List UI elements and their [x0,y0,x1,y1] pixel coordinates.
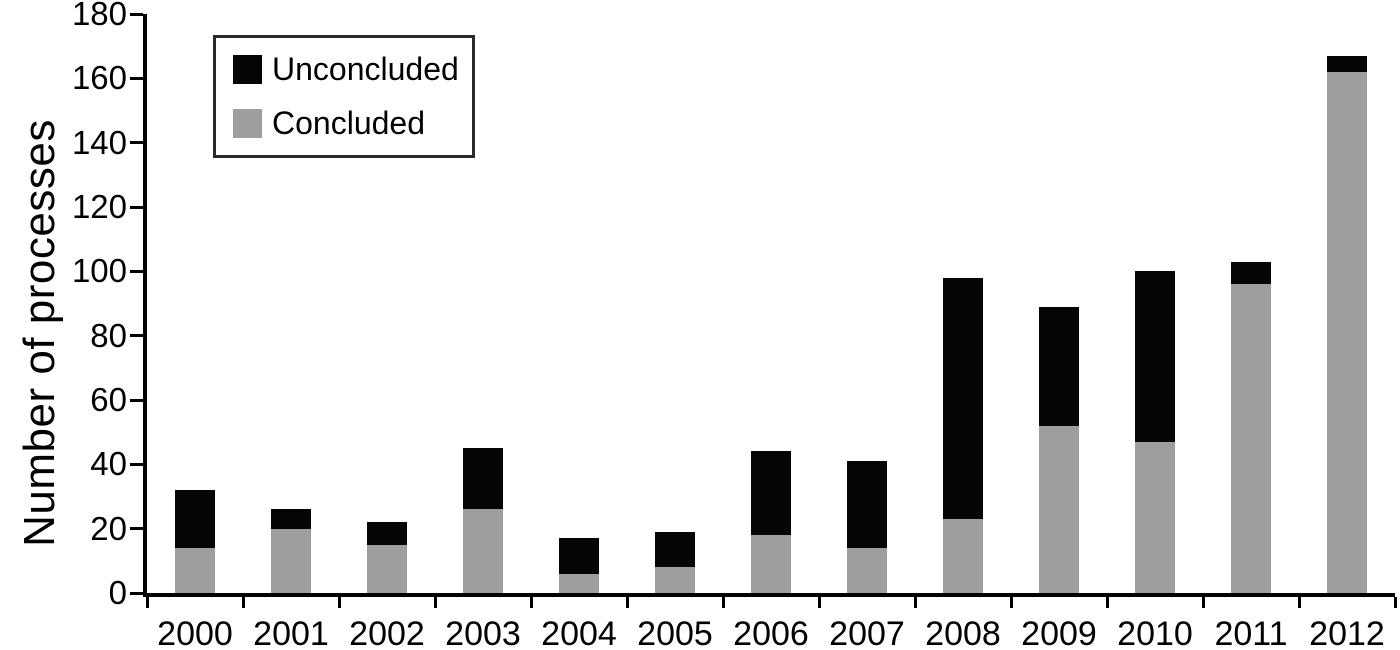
x-tick-10 [1105,597,1109,608]
y-tick-label-140: 140 [71,123,127,161]
bar-2005-concluded-segment [655,567,695,593]
y-tick-0 [130,591,143,595]
bar-2012-unconcluded-segment [1327,55,1367,72]
legend-label-concluded: Concluded [272,105,425,141]
bar-2006-unconcluded-segment [751,451,791,536]
bar-2002-concluded-segment [367,544,407,593]
y-tick-140 [130,141,143,145]
x-tick-6 [721,597,725,608]
x-tick-label-2005: 2005 [637,615,713,650]
x-tick-11 [1201,597,1205,608]
x-tick-5 [625,597,629,608]
y-tick-180 [130,12,143,16]
x-axis-line [143,593,1395,597]
x-tick-9 [1009,597,1013,608]
y-tick-label-60: 60 [90,381,127,418]
x-tick-label-2011: 2011 [1214,615,1288,650]
bar-2009-concluded-segment [1039,425,1079,593]
bar-2007-unconcluded-segment [847,461,887,548]
bar-2003-unconcluded-segment [463,448,503,510]
bar-2004-concluded-segment [559,573,599,593]
plot-area: Unconcluded Concluded 0 20 40 60 80 100 120 140… [72,0,1397,650]
legend-entry-unconcluded: Unconcluded [233,51,472,88]
x-tick-label-2009: 2009 [1021,615,1097,650]
bar-2011-unconcluded-segment [1231,261,1271,285]
x-tick-label-2010: 2010 [1117,615,1193,650]
bar-2000-concluded-segment [175,547,215,593]
x-tick-label-2008: 2008 [925,615,1001,650]
y-tick-80 [130,334,143,338]
unconcluded-swatch [233,55,262,84]
bar-2000-unconcluded-segment [175,490,215,548]
legend: Unconcluded Concluded [213,35,475,158]
x-tick-label-2000: 2000 [157,615,233,650]
bar-2005-unconcluded-segment [655,531,695,568]
bar-2001-unconcluded-segment [271,509,311,529]
x-tick-8 [913,597,917,608]
x-tick-label-2004: 2004 [541,615,617,650]
x-tick-1 [241,597,245,608]
x-tick-label-2007: 2007 [829,615,905,650]
bar-2002-unconcluded-segment [367,522,407,545]
bar-2001-concluded-segment [271,528,311,593]
y-tick-20 [130,527,143,531]
concluded-swatch [233,109,262,138]
bar-2012-concluded-segment [1327,71,1367,593]
x-tick-label-2001: 2001 [253,615,329,650]
y-tick-120 [130,205,143,209]
y-tick-40 [130,462,143,466]
bar-2006-concluded-segment [751,535,791,593]
bar-2007-concluded-segment [847,547,887,593]
x-tick-label-2002: 2002 [349,615,425,650]
x-tick-4 [529,597,533,608]
x-tick-3 [433,597,437,608]
y-tick-label-0: 0 [108,574,127,611]
x-tick-13 [1393,597,1397,608]
x-tick-0 [145,597,149,608]
y-tick-label-120: 120 [71,188,127,225]
bar-2010-concluded-segment [1135,441,1175,593]
bar-2008-unconcluded-segment [943,277,983,520]
y-tick-160 [130,76,143,80]
y-tick-60 [130,398,143,402]
y-tick-label-40: 40 [90,445,127,483]
bar-2009-unconcluded-segment [1039,306,1079,426]
legend-entry-concluded: Concluded [233,105,472,142]
x-tick-12 [1297,597,1301,608]
y-axis-line [143,14,147,597]
y-tick-label-180: 180 [71,0,127,32]
y-tick-label-160: 160 [71,59,127,97]
x-tick-7 [817,597,821,608]
x-tick-label-2003: 2003 [445,615,521,650]
y-tick-100 [130,269,143,273]
legend-label-unconcluded: Unconcluded [272,51,459,87]
y-tick-label-80: 80 [90,316,127,354]
bar-2011-concluded-segment [1231,284,1271,593]
bar-2004-unconcluded-segment [559,538,599,574]
y-tick-label-20: 20 [90,509,127,547]
x-tick-2 [337,597,341,608]
x-tick-label-2012: 2012 [1309,615,1385,650]
bar-2010-unconcluded-segment [1135,271,1175,442]
y-tick-label-100: 100 [71,252,127,290]
x-tick-label-2006: 2006 [733,615,809,650]
bar-2003-concluded-segment [463,509,503,593]
bar-2008-concluded-segment [943,519,983,593]
